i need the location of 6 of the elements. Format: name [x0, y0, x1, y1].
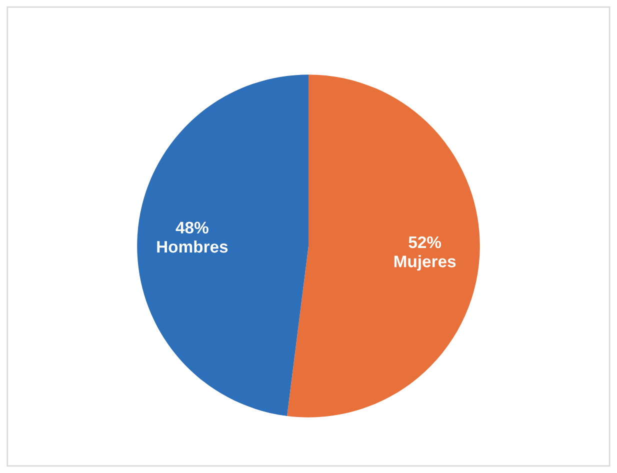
data-label: 52% — [408, 236, 442, 248]
slice-label: Hombres — [157, 240, 228, 253]
pie-slice — [287, 74, 480, 418]
slice-label: Mujeres — [394, 255, 456, 271]
data-label: 48% — [176, 222, 208, 234]
pie-slice — [137, 74, 308, 416]
